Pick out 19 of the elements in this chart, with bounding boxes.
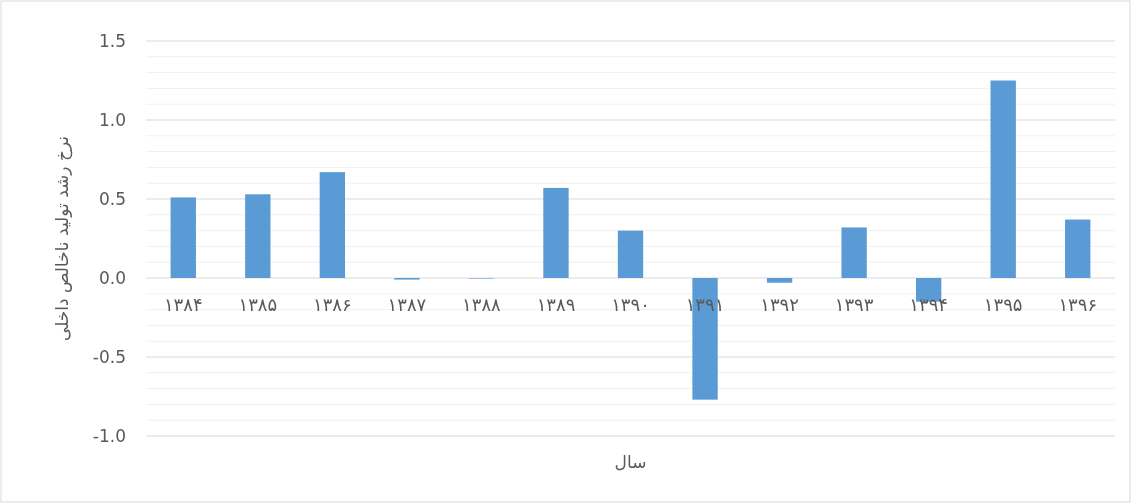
x-tick-label: ۱۳۹۵	[983, 294, 1023, 315]
x-axis-title: سال	[614, 452, 647, 472]
y-tick-label: 1.0	[98, 110, 126, 130]
y-tick-label: -1.0	[92, 426, 126, 446]
y-axis-title: نرخ رشد تولید ناخالص داخلی	[52, 135, 73, 342]
x-tick-label: ۱۳۹۲	[760, 294, 799, 315]
y-tick-label: 0.5	[98, 189, 126, 209]
x-tick-label: ۱۳۹۶	[1058, 294, 1098, 315]
x-tick-label: ۱۳۹۰	[611, 294, 650, 315]
x-tick-label: ۱۳۹۳	[834, 294, 874, 315]
x-tick-label: ۱۳۸۴	[163, 294, 203, 315]
x-tick-label: ۱۳۸۵	[238, 294, 278, 315]
x-tick-label: ۱۳۸۶	[313, 294, 352, 315]
x-tick-label: ۱۳۸۷	[387, 294, 427, 315]
y-tick-label: 0.0	[98, 268, 126, 288]
x-tick-label: ۱۳۸۹	[536, 294, 576, 315]
x-tick-label: ۱۳۸۸	[462, 294, 502, 315]
y-tick-label: -0.5	[92, 347, 126, 367]
y-tick-label: 1.5	[98, 31, 126, 51]
